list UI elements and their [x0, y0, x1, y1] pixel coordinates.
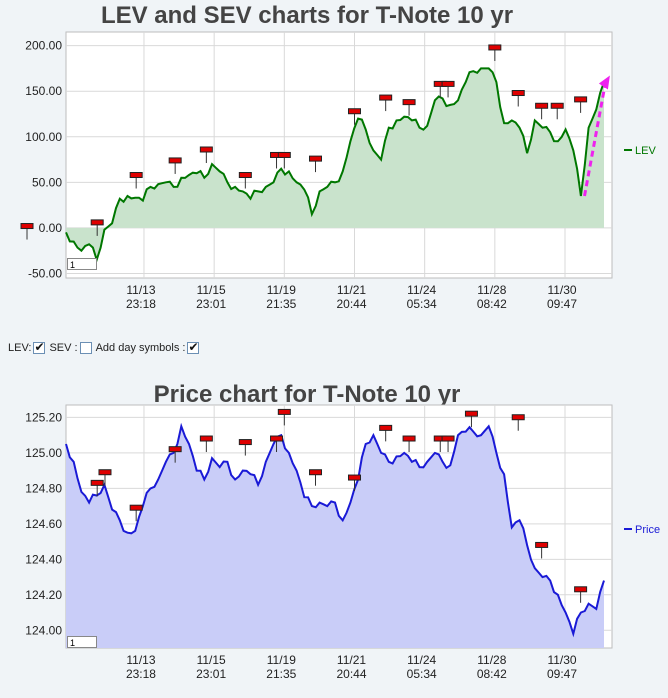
lev-x-tick-date: 11/13: [126, 283, 155, 297]
price-x-tick-time: 23:01: [196, 667, 226, 681]
lev-x-tick-date: 11/21: [337, 283, 366, 297]
lev-day-marker: [347, 108, 361, 125]
price-day-marker: [574, 586, 588, 603]
lev-legend-label: LEV: [635, 145, 656, 157]
price-x-tick-date: 11/30: [547, 653, 576, 667]
lev-day-marker: [238, 172, 252, 189]
sev-checkbox[interactable]: [79, 342, 92, 354]
lev-day-marker: [511, 90, 525, 107]
price-day-marker: [379, 424, 393, 442]
price-day-marker: [238, 439, 252, 456]
price-day-marker: [441, 435, 455, 453]
lev-x-tick-date: 11/24: [407, 283, 436, 297]
trend-arrow-line: [583, 85, 607, 197]
price-x-tick-date: 11/28: [477, 653, 506, 667]
price-zoom-input[interactable]: 1: [67, 636, 97, 648]
lev-day-marker: [168, 157, 182, 174]
lev-y-tick-label: 0.00: [39, 221, 63, 235]
lev-day-marker: [90, 219, 104, 236]
price-day-marker: [402, 435, 416, 453]
price-y-tick-label: 125.20: [25, 410, 62, 424]
lev-x-tick-date: 11/30: [547, 283, 576, 297]
day-symbols-checkbox[interactable]: [187, 340, 200, 354]
price-chart-title: Price chart for T-Note 10 yr: [153, 381, 461, 408]
lev-x-tick-date: 11/15: [197, 283, 226, 297]
lev-day-marker: [550, 102, 564, 120]
lev-day-marker: [309, 155, 323, 173]
price-x-tick-time: 09:47: [547, 667, 577, 681]
price-x-tick-time: 08:42: [477, 667, 507, 681]
price-chart: 124.00 124.20 124.40 124.60 124.80 125.00 125.…: [25, 404, 660, 681]
price-y-tick-label: 124.20: [25, 588, 62, 602]
day-symbols-label: Add day symbols :: [95, 342, 186, 354]
lev-series-line: [65, 67, 605, 264]
price-day-marker: [270, 435, 284, 453]
sev-label: SEV :: [49, 342, 78, 354]
price-legend-label: Price: [635, 524, 660, 536]
lev-day-marker: [441, 80, 455, 98]
price-y-tick-label: 124.00: [25, 623, 62, 637]
price-x-tick-date: 11/15: [197, 653, 226, 667]
lev-day-marker: [129, 172, 143, 189]
lev-day-marker: [535, 102, 549, 120]
lev-checkbox[interactable]: [33, 340, 46, 354]
price-y-tick-label: 124.40: [25, 552, 62, 566]
lev-day-marker: [488, 44, 502, 61]
price-x-tick-date: 11/19: [267, 653, 296, 667]
trend-arrow-head: [598, 75, 610, 90]
price-series-line: [65, 422, 605, 638]
lev-y-tick-label: 100.00: [25, 130, 62, 144]
price-day-marker: [511, 414, 525, 431]
price-x-tick-time: 20:44: [336, 667, 366, 681]
price-day-marker: [199, 435, 213, 453]
lev-day-marker: [199, 146, 213, 163]
lev-day-marker: [574, 96, 588, 113]
price-day-marker: [464, 410, 478, 428]
price-x-tick-time: 23:18: [126, 667, 156, 681]
price-x-tick-date: 11/24: [407, 653, 436, 667]
lev-x-tick-time: 20:44: [336, 297, 366, 311]
lev-x-tick-time: 09:47: [547, 297, 577, 311]
price-y-tick-label: 125.00: [25, 446, 62, 460]
lev-chart: -50.000.0050.00100.00150.00200.0011/1323…: [20, 31, 656, 311]
price-day-marker: [168, 446, 182, 463]
price-day-marker: [347, 474, 361, 492]
lev-day-marker: [20, 223, 34, 240]
lev-day-marker: [379, 94, 393, 112]
lev-y-tick-label: 50.00: [32, 175, 62, 189]
price-x-tick-time: 05:34: [407, 667, 437, 681]
price-day-marker: [277, 408, 291, 426]
lev-x-tick-time: 08:42: [477, 297, 507, 311]
price-day-marker: [90, 479, 104, 497]
lev-y-tick-label: -50.00: [28, 266, 62, 280]
price-x-tick-date: 11/13: [126, 653, 155, 667]
lev-day-marker: [277, 151, 291, 169]
chart-options: LEV: SEV : Add day symbols :: [8, 340, 203, 354]
lev-x-tick-time: 23:01: [196, 297, 226, 311]
price-day-marker: [98, 469, 112, 486]
lev-x-tick-time: 05:34: [407, 297, 437, 311]
lev-zoom-input[interactable]: 1: [67, 258, 97, 270]
price-x-tick-date: 11/21: [337, 653, 366, 667]
lev-y-tick-label: 200.00: [25, 39, 62, 53]
price-day-marker: [309, 469, 323, 486]
price-y-tick-label: 124.60: [25, 517, 62, 531]
lev-x-tick-time: 21:35: [266, 297, 296, 311]
lev-area-fill: [66, 68, 604, 260]
lev-x-tick-date: 11/28: [477, 283, 506, 297]
lev-x-tick-time: 23:18: [126, 297, 156, 311]
lev-x-tick-date: 11/19: [267, 283, 296, 297]
price-day-marker: [535, 541, 549, 559]
price-y-tick-label: 124.80: [25, 481, 62, 495]
price-day-marker: [129, 504, 143, 522]
price-x-tick-time: 21:35: [266, 667, 296, 681]
price-area-fill: [66, 426, 604, 648]
lev-y-tick-label: 150.00: [25, 84, 62, 98]
lev-chart-title: LEV and SEV charts for T-Note 10 yr: [100, 2, 514, 29]
lev-label: LEV:: [8, 342, 32, 354]
lev-day-marker: [402, 99, 416, 116]
